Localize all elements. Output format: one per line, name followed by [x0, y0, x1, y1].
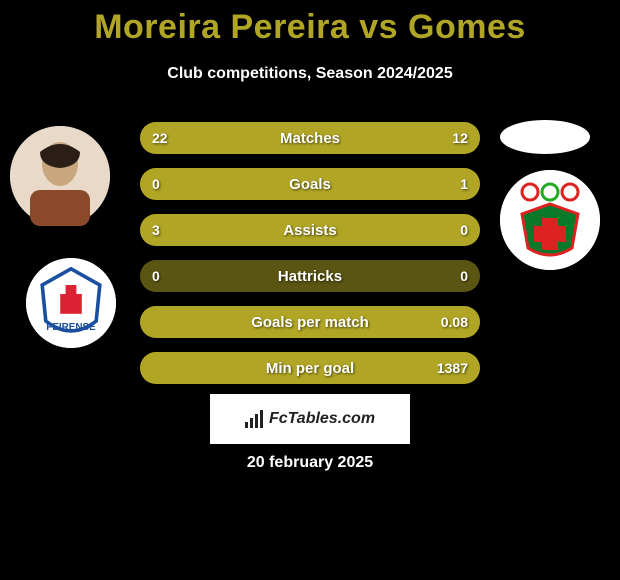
stat-label: Goals per match	[140, 306, 480, 338]
stat-label: Hattricks	[140, 260, 480, 292]
left-club-crest: FEIRENSE	[26, 258, 116, 348]
stat-row-assists: 30Assists	[140, 214, 480, 246]
subtitle: Club competitions, Season 2024/2025	[0, 65, 620, 83]
stat-row-goals-per-match: 0.08Goals per match	[140, 306, 480, 338]
footer-date: 20 february 2025	[0, 454, 620, 472]
page-title: Moreira Pereira vs Gomes	[0, 0, 620, 47]
stat-row-hattricks: 00Hattricks	[140, 260, 480, 292]
stat-label: Goals	[140, 168, 480, 200]
comparison-bars: 2212Matches 01Goals 30Assists 00Hattricks 0.…	[140, 122, 480, 398]
stat-label: Assists	[140, 214, 480, 246]
brand-text: FcTables.com	[269, 410, 375, 428]
svg-text:FEIRENSE: FEIRENSE	[46, 322, 96, 333]
right-club-crest	[500, 170, 600, 270]
stat-row-matches: 2212Matches	[140, 122, 480, 154]
stat-label: Matches	[140, 122, 480, 154]
stat-row-goals: 01Goals	[140, 168, 480, 200]
stat-label: Min per goal	[140, 352, 480, 384]
left-player-photo	[10, 126, 110, 226]
right-oval-flag	[500, 120, 590, 154]
brand-logo-icon	[245, 410, 263, 428]
footer-brand-box: FcTables.com	[210, 394, 410, 444]
stat-row-min-per-goal: 1387Min per goal	[140, 352, 480, 384]
